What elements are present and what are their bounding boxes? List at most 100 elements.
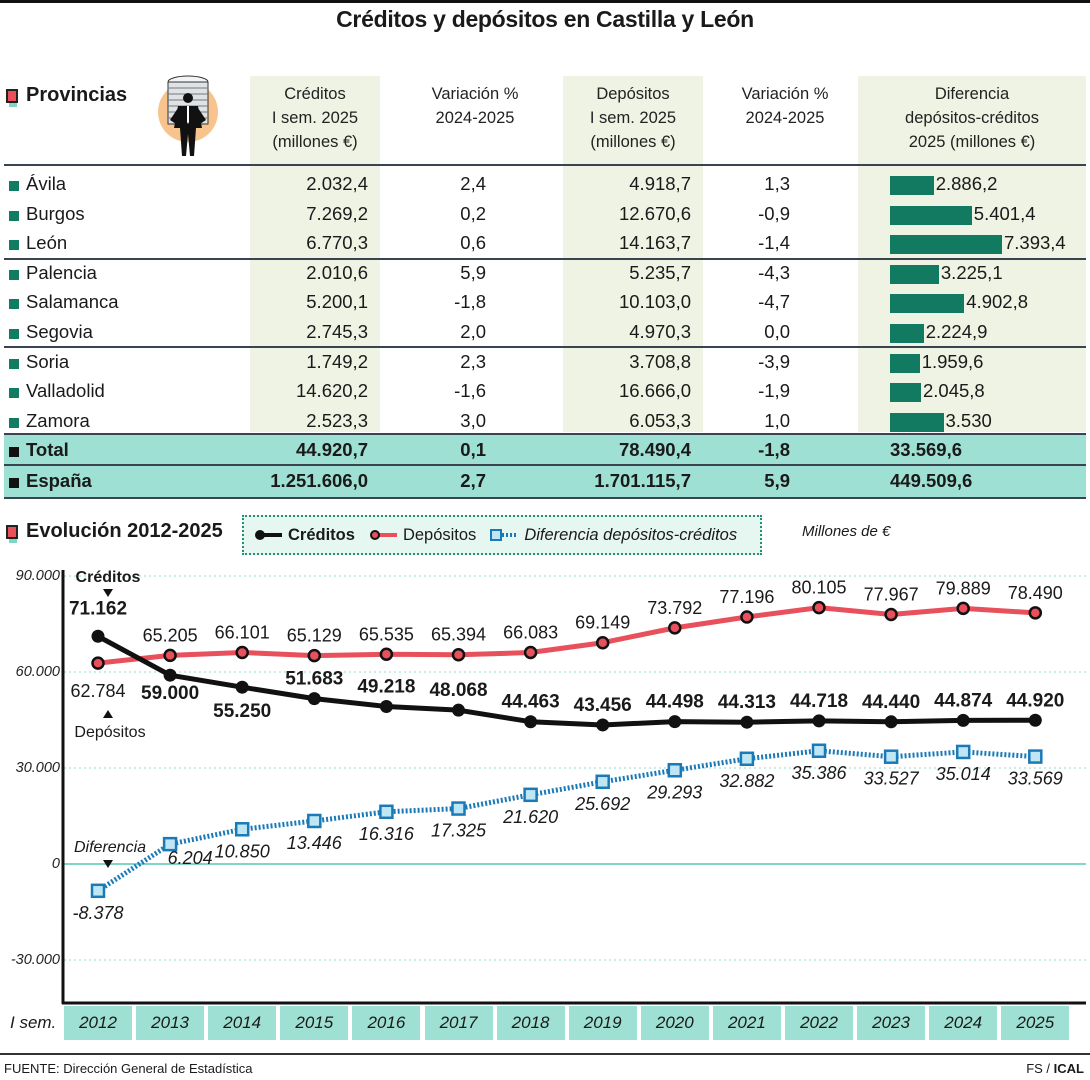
totals-rule — [4, 433, 1086, 435]
variacion-depositos-value: -3,9 — [758, 350, 790, 372]
diferencia-data-label: 35.014 — [936, 764, 991, 784]
creditos-data-label: 44.718 — [790, 691, 848, 712]
header-diferencia: Diferencia depósitos-créditos 2025 (mill… — [905, 85, 1039, 151]
depositos-data-label: 69.149 — [575, 613, 630, 633]
table-row: Segovia 2.745,3 2,0 4.970,3 0,0 2.224,9 — [0, 318, 1090, 348]
table-row: León 6.770,3 0,6 14.163,7 -1,4 7.393,4 — [0, 229, 1090, 259]
diferencia-value: 4.902,8 — [966, 291, 1029, 313]
diferencia-bar — [890, 324, 924, 343]
header-rule — [4, 164, 1086, 166]
ytick-label: -30.000 — [10, 952, 60, 968]
header-creditos: Créditos I sem. 2025 (millones €) — [271, 85, 359, 151]
diferencia-point — [883, 749, 899, 764]
group-rule-2 — [4, 346, 1086, 348]
header-variacion-depositos: Variación % 2024-2025 — [741, 85, 829, 127]
diferencia-point — [523, 787, 538, 803]
creditos-data-label: 44.440 — [862, 692, 920, 713]
diferencia-value: 2.045,8 — [923, 380, 985, 402]
diferencia-data-label: 21.620 — [502, 807, 558, 827]
variacion-creditos-value: 5,9 — [460, 261, 486, 283]
variacion-depositos-value: 1,0 — [764, 409, 790, 431]
province-bullet-icon — [9, 269, 19, 280]
province-bullet-icon — [9, 388, 19, 399]
province-name: Ávila — [26, 173, 67, 194]
creditos-total: 1.251.606,0 — [270, 470, 368, 491]
depositos-total: 78.490,4 — [618, 439, 691, 460]
province-bullet-icon — [9, 181, 19, 191]
header-depositos: Depósitos I sem. 2025 (millones €) — [589, 85, 677, 151]
x-tick-label: 2017 — [424, 1006, 493, 1040]
totals-row: España 1.251.606,0 2,7 1.701.115,7 5,9 449.50… — [4, 466, 1086, 499]
province-name: Zamora — [26, 409, 90, 431]
source-note: FUENTE: Dirección General de Estadística — [4, 1061, 253, 1076]
x-tick-label: 2014 — [208, 1006, 277, 1040]
diferencia-value: 5.401,4 — [973, 202, 1036, 224]
depositos-data-label: 62.784 — [70, 681, 125, 701]
creditos-point — [956, 713, 970, 727]
depositos-point — [595, 635, 610, 650]
variacion-depositos-value: -0,9 — [758, 202, 790, 224]
depositos-value: 5.235,7 — [629, 261, 691, 283]
diferencia-data-label: 33.527 — [864, 769, 920, 789]
x-tick-label: 2024 — [929, 1006, 998, 1040]
diferencia-bar — [890, 383, 921, 403]
depositos-point — [812, 600, 826, 615]
diferencia-data-label: 32.882 — [719, 771, 774, 791]
province-bullet-icon — [9, 240, 19, 251]
creditos-data-label: 48.068 — [429, 680, 487, 701]
diferencia-value: 7.393,4 — [1004, 232, 1066, 254]
diferencia-data-label: 33.569 — [1008, 769, 1063, 789]
depositos-data-label: 66.083 — [503, 623, 558, 643]
variacion-creditos-value: -1,6 — [454, 380, 486, 402]
diferencia-total: 449.509,6 — [890, 470, 973, 491]
table-bottom-rule — [4, 497, 1086, 499]
diferencia-point — [162, 836, 178, 852]
creditos-point — [740, 715, 754, 729]
depositos-value: 16.666,0 — [618, 380, 691, 402]
page-title: Créditos y depósitos en Castilla y León — [336, 6, 754, 32]
variacion-creditos-value: 2,4 — [460, 173, 486, 194]
creditos-point — [307, 692, 321, 706]
province-name: Palencia — [26, 261, 97, 283]
creditos-value: 6.770,3 — [306, 232, 368, 254]
x-axis-label: I sem. — [10, 1013, 57, 1032]
legend-item-depositos: Depósitos — [369, 526, 476, 545]
x-tick-label: 2019 — [568, 1006, 637, 1040]
annotation-depositos: Depósitos — [74, 724, 145, 741]
creditos-point — [379, 700, 393, 714]
variacion-depositos-total: 5,9 — [764, 470, 790, 491]
variacion-depositos-value: -1,9 — [758, 380, 790, 402]
variacion-creditos-value: 3,0 — [460, 409, 486, 431]
depositos-value: 3.708,8 — [629, 350, 691, 372]
creditos-value: 2.523,3 — [306, 409, 368, 431]
province-name: León — [26, 232, 68, 254]
depositos-value: 6.053,3 — [629, 409, 691, 431]
espana-rule — [4, 464, 1086, 466]
depositos-data-label: 77.967 — [864, 585, 919, 605]
table-row: Ávila 2.032,4 2,4 4.918,7 1,3 2.886,2 — [0, 170, 1090, 200]
diferencia-value: 2.886,2 — [935, 173, 998, 194]
creditos-total: 44.920,7 — [295, 439, 368, 460]
depositos-value: 12.670,6 — [618, 202, 691, 224]
section-marker-icon — [6, 88, 18, 107]
creditos-point — [812, 714, 826, 728]
creditos-data-label: 71.162 — [69, 598, 127, 619]
diferencia-point — [667, 763, 683, 778]
diferencia-point — [595, 774, 610, 790]
diferencia-bar — [890, 264, 939, 284]
creditos-data-label: 44.498 — [646, 692, 704, 713]
diferencia-data-label: 35.386 — [791, 763, 847, 783]
creditos-value: 2.010,6 — [306, 261, 368, 283]
creditos-point — [163, 668, 177, 682]
variacion-creditos-total: 2,7 — [460, 470, 486, 491]
depositos-data-label: 65.535 — [359, 624, 414, 644]
province-name: Salamanca — [26, 291, 119, 313]
depositos-value: 4.918,7 — [629, 173, 691, 194]
arrow-down-icon — [103, 589, 113, 597]
depositos-data-label: 66.101 — [215, 622, 270, 642]
diferencia-data-label: 13.446 — [287, 833, 343, 853]
diferencia-data-label: 10.850 — [215, 841, 270, 861]
x-tick-label: 2023 — [857, 1006, 926, 1040]
depositos-value: 4.970,3 — [629, 321, 691, 342]
diferencia-value: 3.530 — [945, 409, 992, 431]
